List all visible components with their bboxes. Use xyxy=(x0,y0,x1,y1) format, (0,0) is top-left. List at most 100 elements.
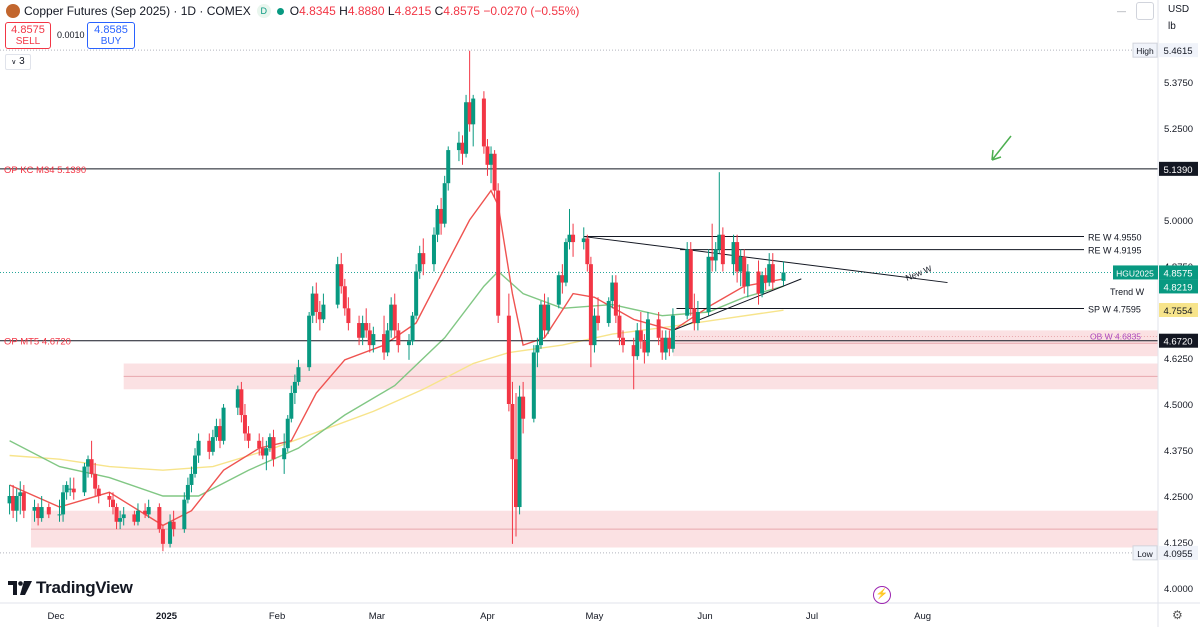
ema-fast-line xyxy=(9,189,784,527)
ref-label-0: RE W 4.9550 xyxy=(1088,233,1142,243)
sell-button[interactable]: 4.8575 SELL xyxy=(5,22,51,49)
candle-body xyxy=(114,507,119,522)
green-arrow-icon xyxy=(991,135,1012,161)
ema-value-text-1: 4.7554 xyxy=(1163,306,1192,317)
candle-body xyxy=(538,304,543,346)
candle-body xyxy=(535,345,540,353)
candle-body xyxy=(720,234,725,265)
candle-body xyxy=(688,249,693,309)
candle-body xyxy=(592,315,597,346)
candle-body xyxy=(171,521,176,530)
candle-body xyxy=(207,440,212,452)
ref-label-2: SP W 4.7595 xyxy=(1088,305,1141,315)
candle-body xyxy=(71,488,76,493)
high-tag xyxy=(1132,42,1158,58)
candle-body xyxy=(496,190,501,316)
trend-line xyxy=(583,236,948,284)
candle-body xyxy=(606,300,611,324)
candle-body xyxy=(642,341,647,353)
candle-body xyxy=(781,272,786,281)
candle-body xyxy=(168,521,173,544)
buy-button[interactable]: 4.8585 BUY xyxy=(87,22,135,49)
candle-body xyxy=(21,492,26,511)
x-tick-label: Mar xyxy=(369,611,385,622)
candle-body xyxy=(18,492,23,496)
candle-body xyxy=(193,455,198,474)
candle-body xyxy=(39,507,44,519)
spread-value: 0.0010 xyxy=(57,30,85,40)
candle-body xyxy=(742,256,747,287)
candle-body xyxy=(271,437,276,460)
candle-body xyxy=(371,334,376,346)
camera-icon[interactable] xyxy=(1136,2,1154,20)
candle-body xyxy=(392,304,397,331)
candle-body xyxy=(456,142,461,151)
candle-body xyxy=(767,264,772,283)
candle-body xyxy=(339,264,344,287)
currency-select[interactable]: USD xyxy=(1168,4,1190,15)
indicators-toggle[interactable]: ∨ 3 xyxy=(5,54,31,70)
candle-body xyxy=(285,418,290,449)
candle-body xyxy=(414,271,419,316)
candle-body xyxy=(314,293,319,312)
candle-body xyxy=(439,208,444,224)
unit-select[interactable]: lb xyxy=(1168,21,1176,32)
low-value-text: 4.0955 xyxy=(1163,549,1192,560)
market-status-dot-icon xyxy=(276,7,284,15)
candle-body xyxy=(521,396,526,419)
candle-body xyxy=(763,275,768,283)
candle-body xyxy=(485,146,490,165)
candle-body xyxy=(82,466,87,493)
candle-body xyxy=(135,510,140,522)
candle-body xyxy=(656,319,661,338)
candle-body xyxy=(118,518,123,522)
level-label-1: OP MT5 4.6720 xyxy=(4,337,71,348)
candle-body xyxy=(14,496,19,511)
level-badge-0 xyxy=(1159,161,1198,176)
candle-body xyxy=(770,264,775,283)
candle-body xyxy=(157,507,162,530)
candle-body xyxy=(389,304,394,331)
y-tick-label: 4.3750 xyxy=(1164,446,1193,457)
high-tag-label: High xyxy=(1136,46,1154,56)
candle-body xyxy=(132,514,137,522)
candle-body xyxy=(36,507,41,519)
candle-body xyxy=(471,98,476,125)
low-tag xyxy=(1132,545,1158,561)
candle-body xyxy=(706,256,711,312)
settings-gear-icon[interactable]: ⚙ xyxy=(1172,608,1183,622)
candle-body xyxy=(645,319,650,353)
candle-body xyxy=(588,264,593,346)
candle-body xyxy=(32,507,37,511)
candle-body xyxy=(121,514,126,519)
candle-body xyxy=(431,234,436,265)
candle-body xyxy=(61,492,66,515)
candle-body xyxy=(110,499,115,508)
indicator-count: 3 xyxy=(19,56,25,67)
sell-label: SELL xyxy=(15,36,41,47)
buy-price: 4.8585 xyxy=(94,24,128,36)
candle-body xyxy=(7,496,12,504)
candle-body xyxy=(542,304,547,331)
minimize-icon[interactable]: — xyxy=(1117,6,1126,16)
candle-body xyxy=(556,275,561,305)
candle-body xyxy=(182,499,187,530)
y-tick-label: 4.0000 xyxy=(1164,584,1193,595)
ema-value-tag-1 xyxy=(1159,303,1198,318)
candle-body xyxy=(531,352,536,419)
candle-body xyxy=(667,337,672,349)
symbol-title[interactable]: Copper Futures (Sep 2025) · 1D · COMEX xyxy=(24,4,251,18)
y-tick-label: 5.0000 xyxy=(1164,216,1193,227)
candle-body xyxy=(89,459,94,474)
candle-body xyxy=(321,304,326,320)
candle-body xyxy=(217,426,222,441)
candle-body xyxy=(446,150,451,184)
candle-body xyxy=(635,330,640,357)
candle-body xyxy=(235,389,240,408)
candle-body xyxy=(563,242,568,283)
candle-body xyxy=(357,323,362,338)
lightning-icon[interactable]: ⚡ xyxy=(873,586,891,604)
candle-body xyxy=(464,102,469,154)
x-tick-label: May xyxy=(585,611,603,622)
